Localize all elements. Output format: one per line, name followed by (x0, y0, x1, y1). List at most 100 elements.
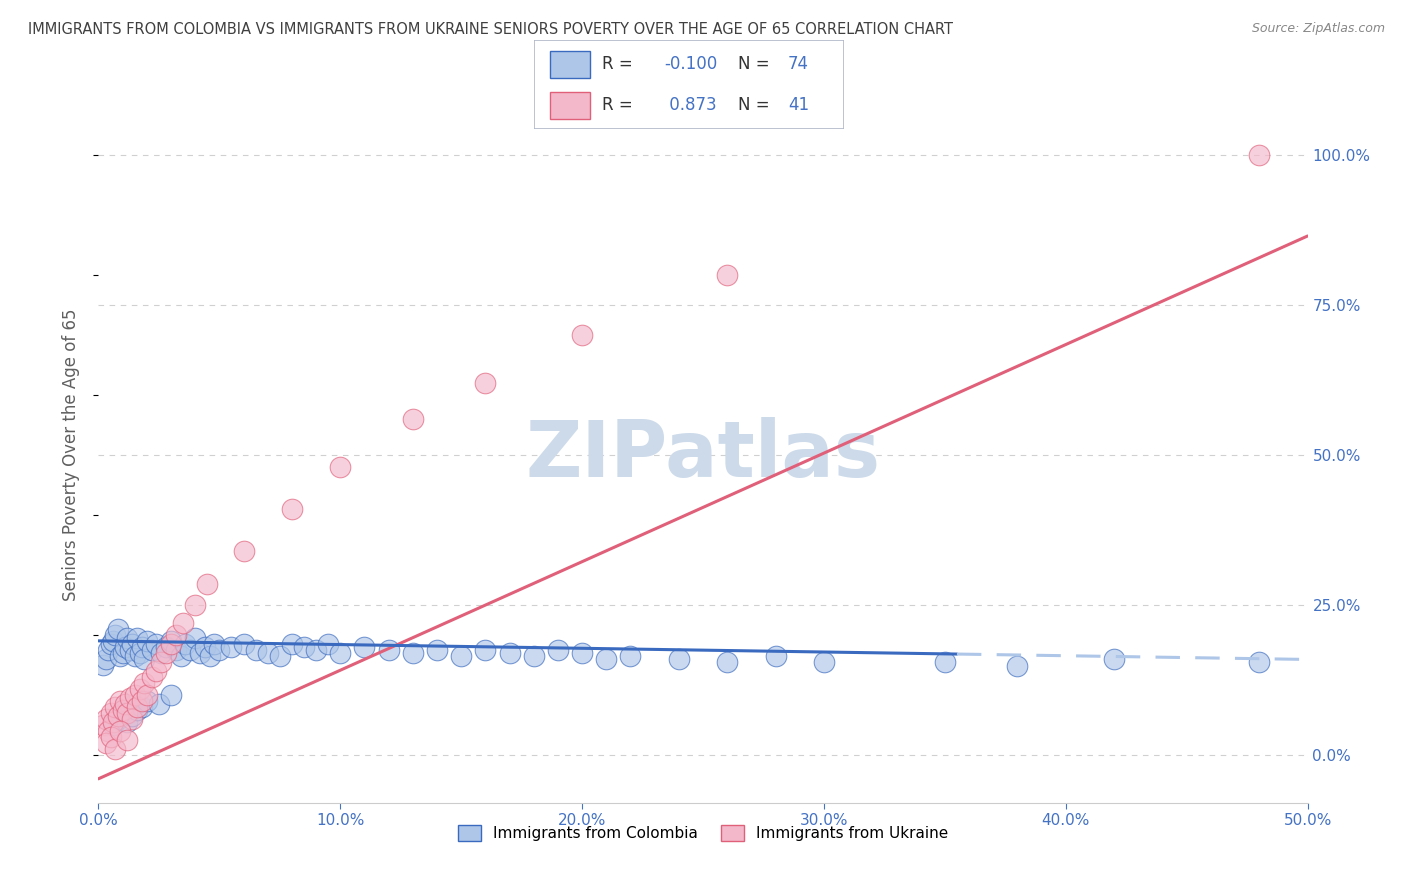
Point (184, 598, 207, 612)
Point (111, 646, 134, 660)
Text: 0.873: 0.873 (664, 96, 717, 114)
Point (135, 633, 157, 648)
Text: 41: 41 (787, 96, 808, 114)
Point (353, 640, 375, 654)
Point (100, 730, 122, 744)
Point (256, 646, 278, 660)
Text: -0.100: -0.100 (664, 55, 717, 73)
Point (134, 676, 156, 690)
Point (148, 697, 170, 711)
Point (141, 670, 163, 684)
Point (402, 646, 425, 660)
Point (160, 688, 183, 702)
Point (107, 708, 129, 723)
Point (377, 643, 399, 657)
Point (121, 637, 143, 651)
Point (145, 664, 167, 678)
Point (402, 412, 425, 426)
FancyBboxPatch shape (550, 51, 591, 78)
Point (101, 633, 124, 648)
Point (104, 699, 127, 714)
Point (124, 648, 146, 663)
Point (124, 688, 146, 702)
Point (765, 648, 787, 663)
Point (91, 657, 114, 672)
Point (94, 736, 117, 750)
Point (131, 694, 153, 708)
Point (716, 268, 738, 282)
Point (426, 643, 449, 657)
Y-axis label: Seniors Poverty Over the Age of 65: Seniors Poverty Over the Age of 65 (62, 309, 80, 601)
Point (523, 648, 546, 663)
Point (474, 643, 496, 657)
Point (329, 459, 352, 474)
Point (619, 648, 641, 663)
Point (188, 646, 211, 660)
Point (668, 652, 690, 666)
Point (174, 637, 197, 651)
Point (305, 643, 328, 657)
Text: R =: R = (602, 96, 633, 114)
Point (150, 655, 173, 669)
FancyBboxPatch shape (550, 92, 591, 119)
Point (107, 712, 129, 726)
Point (104, 741, 127, 756)
Text: N =: N = (738, 96, 770, 114)
Point (934, 655, 956, 669)
Point (108, 648, 131, 663)
FancyBboxPatch shape (534, 40, 844, 129)
Point (117, 706, 139, 720)
Point (155, 646, 177, 660)
Text: 74: 74 (787, 55, 808, 73)
Point (101, 718, 124, 732)
Point (184, 631, 207, 645)
Point (165, 628, 187, 642)
Point (131, 699, 153, 714)
Point (145, 637, 167, 651)
Point (547, 643, 569, 657)
Point (329, 646, 352, 660)
Point (232, 544, 254, 558)
Point (1249, 655, 1271, 669)
Point (117, 732, 139, 747)
Point (160, 633, 183, 648)
Point (194, 640, 217, 654)
Point (232, 637, 254, 651)
Point (450, 648, 472, 663)
Point (101, 714, 124, 729)
Point (204, 637, 226, 651)
Point (111, 706, 134, 720)
Point (135, 688, 157, 702)
Point (134, 652, 156, 666)
Point (117, 631, 139, 645)
Point (104, 628, 127, 642)
Point (100, 706, 122, 720)
Point (571, 646, 593, 660)
Point (141, 643, 163, 657)
Point (107, 622, 129, 636)
Point (1249, 148, 1271, 162)
Point (269, 648, 291, 663)
Point (128, 681, 150, 696)
Point (208, 643, 231, 657)
Point (118, 643, 141, 657)
Point (100, 637, 122, 651)
Point (111, 703, 134, 717)
Legend: Immigrants from Colombia, Immigrants from Ukraine: Immigrants from Colombia, Immigrants fro… (451, 819, 955, 847)
Point (316, 637, 339, 651)
Point (114, 697, 136, 711)
Point (179, 643, 201, 657)
Point (94, 652, 117, 666)
Point (498, 646, 520, 660)
Point (127, 703, 149, 717)
Point (121, 708, 143, 723)
Point (198, 648, 221, 663)
Point (292, 640, 315, 654)
Point (172, 615, 194, 630)
Text: IMMIGRANTS FROM COLOMBIA VS IMMIGRANTS FROM UKRAINE SENIORS POVERTY OVER THE AGE: IMMIGRANTS FROM COLOMBIA VS IMMIGRANTS F… (28, 22, 953, 37)
Point (127, 699, 149, 714)
Point (94, 712, 117, 726)
Text: N =: N = (738, 55, 770, 73)
Text: Source: ZipAtlas.com: Source: ZipAtlas.com (1251, 22, 1385, 36)
Point (1007, 659, 1029, 673)
